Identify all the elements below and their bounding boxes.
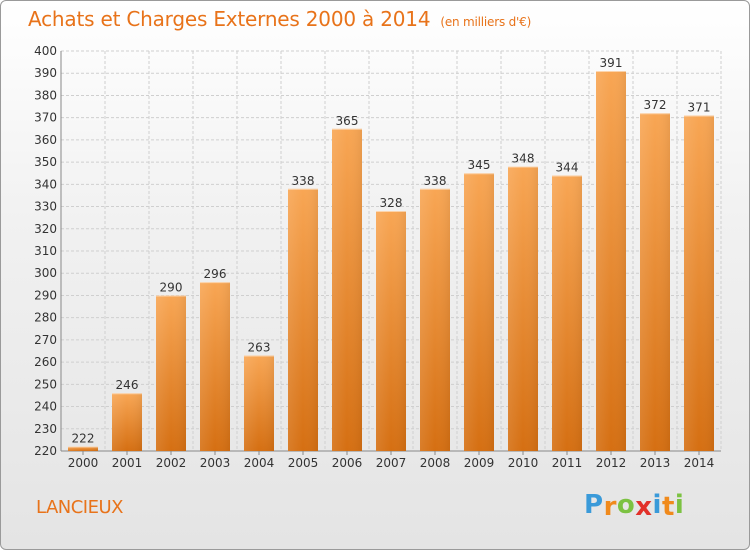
y-tick-label: 310	[34, 244, 57, 258]
x-tick-label: 2010	[508, 456, 539, 470]
x-tick-label: 2013	[640, 456, 671, 470]
x-tick-label: 2005	[288, 456, 319, 470]
y-tick-label: 320	[34, 222, 57, 236]
y-tick-label: 360	[34, 133, 57, 147]
x-tick-label: 2009	[464, 456, 495, 470]
bar-shine	[288, 188, 318, 451]
y-tick-label: 330	[34, 200, 57, 214]
value-label: 290	[160, 280, 183, 294]
bar-shine	[68, 446, 98, 451]
value-label: 338	[292, 174, 315, 188]
logo-letter: i	[652, 490, 662, 520]
value-label: 365	[336, 114, 359, 128]
y-tick-label: 350	[34, 155, 57, 169]
value-label: 246	[116, 378, 139, 392]
logo-letter: i	[674, 490, 685, 520]
x-tick-label: 2006	[332, 456, 363, 470]
value-label: 222	[72, 432, 95, 446]
value-label: 345	[468, 158, 491, 172]
value-label: 296	[204, 267, 227, 281]
value-label: 391	[600, 56, 623, 70]
bar-shine	[332, 128, 362, 451]
x-tick-label: 2000	[68, 456, 99, 470]
x-tick-label: 2007	[376, 456, 407, 470]
bar-shine	[244, 355, 274, 451]
y-tick-label: 260	[34, 355, 57, 369]
y-tick-label: 390	[34, 66, 57, 80]
value-label: 344	[556, 160, 579, 174]
value-label: 371	[688, 100, 711, 114]
value-label: 348	[512, 152, 535, 166]
y-tick-label: 240	[34, 400, 57, 414]
x-tick-label: 2003	[200, 456, 231, 470]
logo-letter: r	[603, 492, 617, 522]
y-tick-label: 220	[34, 444, 57, 458]
bar-shine	[596, 71, 626, 451]
x-tick-label: 2001	[112, 456, 143, 470]
bars-layer	[68, 71, 714, 452]
y-tick-label: 370	[34, 111, 57, 125]
bar-shine	[200, 282, 230, 451]
value-label: 263	[248, 340, 271, 354]
bar-shine	[156, 295, 186, 451]
bar-shine	[508, 166, 538, 452]
y-tick-label: 290	[34, 288, 57, 302]
y-tick-label: 340	[34, 177, 57, 191]
proxiti-logo: Proxiti	[584, 490, 685, 522]
y-tick-label: 230	[34, 422, 57, 436]
logo-letter: P	[584, 490, 604, 520]
y-tick-label: 380	[34, 88, 57, 102]
bar-shine	[640, 113, 670, 451]
bar-shine	[112, 393, 142, 451]
x-tick-label: 2014	[684, 456, 715, 470]
commune-name: LANCIEUX	[36, 497, 123, 518]
value-label: 372	[644, 98, 667, 112]
bar-shine	[420, 188, 450, 451]
bar-shine	[376, 211, 406, 451]
x-tick-label: 2008	[420, 456, 451, 470]
logo-letter: t	[661, 492, 675, 522]
value-label: 328	[380, 196, 403, 210]
logo-letter: o	[616, 490, 636, 520]
x-tick-label: 2012	[596, 456, 627, 470]
y-tick-label: 280	[34, 311, 57, 325]
y-tick-label: 300	[34, 266, 57, 280]
y-tick-label: 270	[34, 333, 57, 347]
bar-shine	[684, 115, 714, 451]
labels-layer: 220 230 240 250 260 270 280 290 300 310 320 330 340 3…	[34, 44, 714, 470]
logo-letter: x	[635, 492, 653, 522]
chart-title-text: Achats et Charges Externes 2000 à 2014	[28, 7, 431, 31]
chart-title: Achats et Charges Externes 2000 à 2014 (e…	[28, 7, 531, 31]
y-tick-label: 400	[34, 44, 57, 58]
x-tick-label: 2002	[156, 456, 187, 470]
x-tick-label: 2004	[244, 456, 275, 470]
bar-shine	[464, 173, 494, 451]
chart-unit: (en milliers d'€)	[440, 15, 532, 29]
y-tick-label: 250	[34, 377, 57, 391]
value-label: 338	[424, 174, 447, 188]
x-tick-label: 2011	[552, 456, 583, 470]
bar-shine	[552, 175, 582, 451]
